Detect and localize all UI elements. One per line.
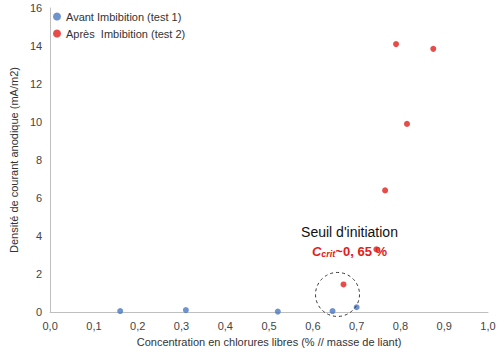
svg-text:0,2: 0,2 bbox=[130, 320, 145, 332]
svg-text:14: 14 bbox=[30, 40, 42, 52]
svg-text:1,0: 1,0 bbox=[480, 320, 495, 332]
svg-text:0,7: 0,7 bbox=[349, 320, 364, 332]
svg-text:16: 16 bbox=[30, 2, 42, 14]
svg-text:10: 10 bbox=[30, 116, 42, 128]
svg-text:12: 12 bbox=[30, 78, 42, 90]
svg-text:0,8: 0,8 bbox=[393, 320, 408, 332]
svg-text:Concentration en chlorures lib: Concentration en chlorures libres (% // … bbox=[137, 336, 402, 348]
svg-text:0,1: 0,1 bbox=[86, 320, 101, 332]
svg-text:crit: crit bbox=[321, 249, 336, 259]
svg-text:~0, 65 %: ~0, 65 % bbox=[335, 244, 387, 259]
svg-text:C: C bbox=[312, 243, 322, 259]
svg-text:0,4: 0,4 bbox=[218, 320, 233, 332]
svg-text:Seuil d'initiation: Seuil d'initiation bbox=[301, 224, 398, 240]
svg-text:4: 4 bbox=[36, 230, 42, 242]
svg-text:Densité de courant anodique (m: Densité de courant anodique (mA/m2) bbox=[8, 67, 20, 253]
svg-text:0,6: 0,6 bbox=[305, 320, 320, 332]
svg-text:0: 0 bbox=[36, 306, 42, 318]
svg-text:2: 2 bbox=[36, 268, 42, 280]
svg-text:8: 8 bbox=[36, 154, 42, 166]
svg-text:6: 6 bbox=[36, 192, 42, 204]
svg-text:Avant Imbibition (test 1): Avant Imbibition (test 1) bbox=[66, 11, 181, 23]
svg-text:0,5: 0,5 bbox=[261, 320, 276, 332]
svg-text:Après Imbibition (test 2): Après Imbibition (test 2) bbox=[66, 28, 185, 40]
svg-text:0,9: 0,9 bbox=[437, 320, 452, 332]
svg-text:0,0: 0,0 bbox=[42, 320, 57, 332]
svg-text:0,3: 0,3 bbox=[174, 320, 189, 332]
